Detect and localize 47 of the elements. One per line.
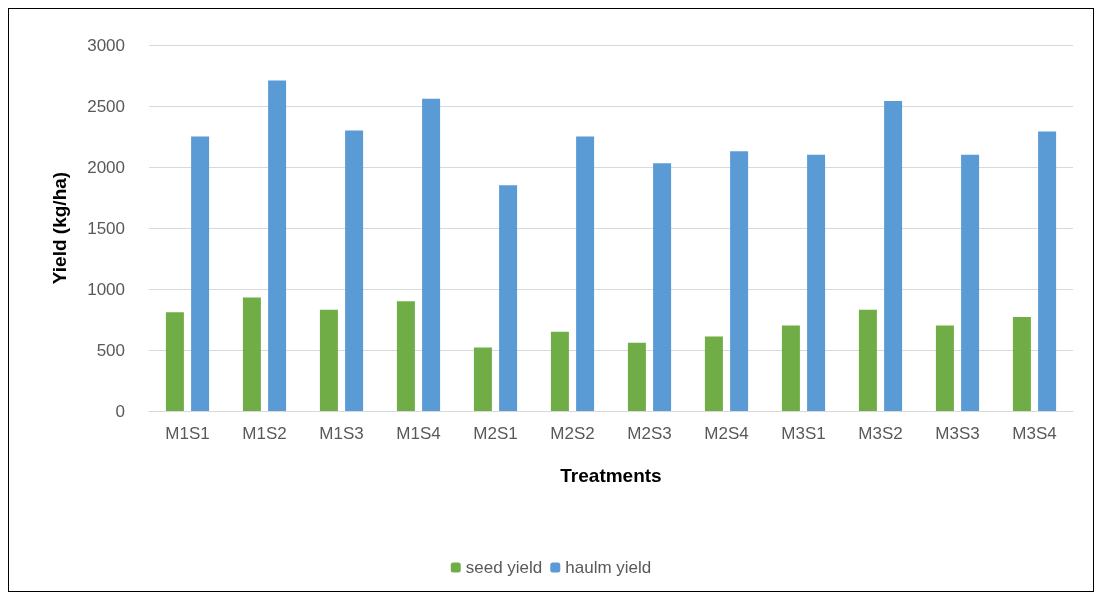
bar — [268, 80, 287, 411]
bar — [807, 154, 826, 411]
bar — [704, 336, 723, 411]
x-tick-label: M3S3 — [935, 424, 980, 443]
x-tick-label: M1S4 — [396, 424, 441, 443]
x-tick-label: M2S3 — [627, 424, 672, 443]
bar — [242, 297, 261, 411]
x-tick-label: M1S1 — [165, 424, 210, 443]
bar — [499, 185, 518, 411]
bar — [396, 301, 415, 411]
bar — [961, 154, 980, 411]
x-tick-label: M3S1 — [781, 424, 826, 443]
bar — [730, 151, 749, 411]
x-tick-label: M2S1 — [473, 424, 518, 443]
bar — [345, 130, 364, 411]
bar — [627, 342, 646, 411]
legend-label: haulm yield — [565, 558, 652, 577]
y-tick-label: 2000 — [87, 157, 125, 177]
bar — [165, 312, 184, 411]
y-axis-title: Yield (kg/ha) — [49, 171, 70, 285]
bar — [781, 325, 800, 411]
x-tick-label: M2S2 — [550, 424, 595, 443]
bar — [935, 325, 954, 411]
bar — [653, 163, 672, 411]
y-tick-label: 500 — [96, 340, 125, 360]
bar — [858, 309, 877, 411]
y-tick-label: 0 — [115, 401, 125, 421]
bar — [473, 347, 492, 411]
bar — [550, 331, 569, 411]
bar — [191, 136, 210, 411]
legend-label: seed yield — [465, 558, 543, 577]
bar — [422, 98, 441, 411]
bar — [576, 136, 595, 411]
x-tick-label: M3S2 — [858, 424, 903, 443]
bar — [1038, 131, 1057, 411]
bar — [319, 309, 338, 411]
x-tick-label: M2S4 — [704, 424, 749, 443]
bar — [884, 101, 903, 411]
x-tick-label: M3S4 — [1012, 424, 1057, 443]
y-tick-label: 1500 — [87, 218, 125, 238]
y-tick-label: 2500 — [87, 96, 125, 116]
y-tick-label: 1000 — [87, 279, 125, 299]
x-tick-label: M1S2 — [242, 424, 287, 443]
y-tick-label: 3000 — [87, 35, 125, 55]
x-axis-title: Treatments — [560, 465, 662, 486]
x-tick-label: M1S3 — [319, 424, 364, 443]
bar — [1012, 317, 1031, 411]
